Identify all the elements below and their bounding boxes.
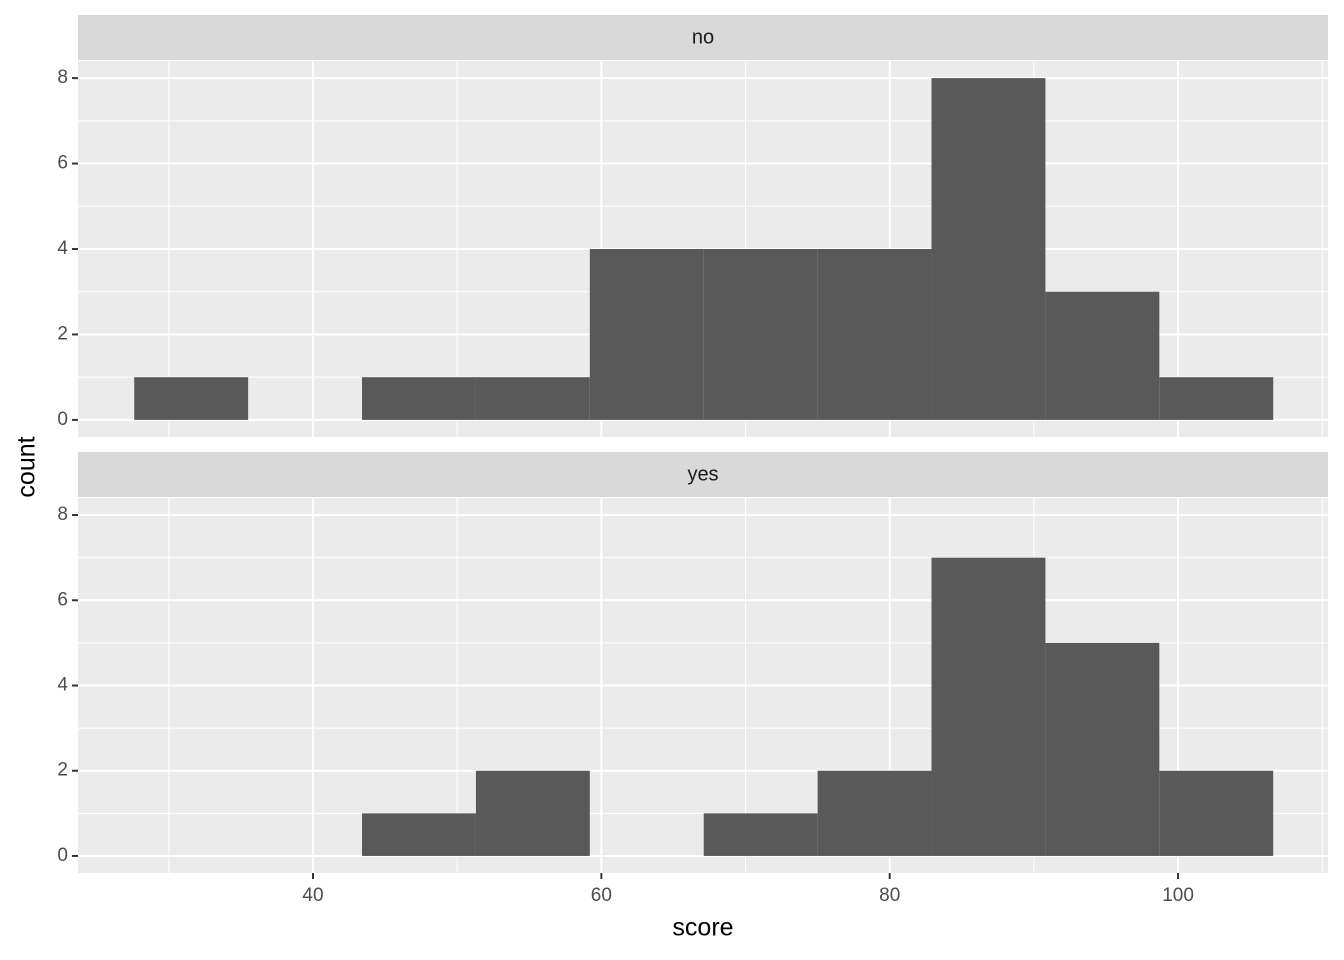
histogram-bar <box>931 557 1046 856</box>
histogram-bar <box>703 249 818 420</box>
strip-title: no <box>692 26 714 48</box>
histogram-bar <box>1045 291 1160 420</box>
histogram-bar <box>1045 642 1160 856</box>
histogram-bar <box>703 813 818 856</box>
strip <box>78 15 1328 60</box>
strip <box>78 452 1328 497</box>
x-tick-label: 80 <box>879 885 900 906</box>
histogram-bar <box>931 78 1046 420</box>
x-tick-label: 40 <box>302 885 323 906</box>
histogram-bar <box>475 770 590 856</box>
y-tick-label: 2 <box>57 323 68 344</box>
y-tick-label: 6 <box>57 589 68 610</box>
y-axis-title: count <box>13 436 41 497</box>
y-tick-label: 0 <box>57 409 68 430</box>
x-tick-label: 100 <box>1162 885 1194 906</box>
y-tick-label: 0 <box>57 845 68 866</box>
histogram-bar <box>817 249 932 420</box>
y-tick-label: 8 <box>57 67 68 88</box>
histogram-bar <box>1159 377 1274 420</box>
histogram-bar <box>817 770 932 856</box>
x-axis-title: score <box>672 914 733 942</box>
strip-title: yes <box>687 463 718 485</box>
y-tick-label: 2 <box>57 760 68 781</box>
histogram-bar <box>362 377 476 420</box>
x-tick-label: 60 <box>591 885 612 906</box>
y-tick-label: 4 <box>57 238 68 259</box>
y-tick-label: 6 <box>57 153 68 174</box>
histogram-bar <box>1159 770 1274 856</box>
y-tick-label: 4 <box>57 675 68 696</box>
histogram-bar <box>362 813 476 856</box>
histogram-bar <box>589 249 704 420</box>
y-tick-label: 8 <box>57 504 68 525</box>
histogram-bar <box>475 377 590 420</box>
histogram-bar <box>134 377 249 420</box>
